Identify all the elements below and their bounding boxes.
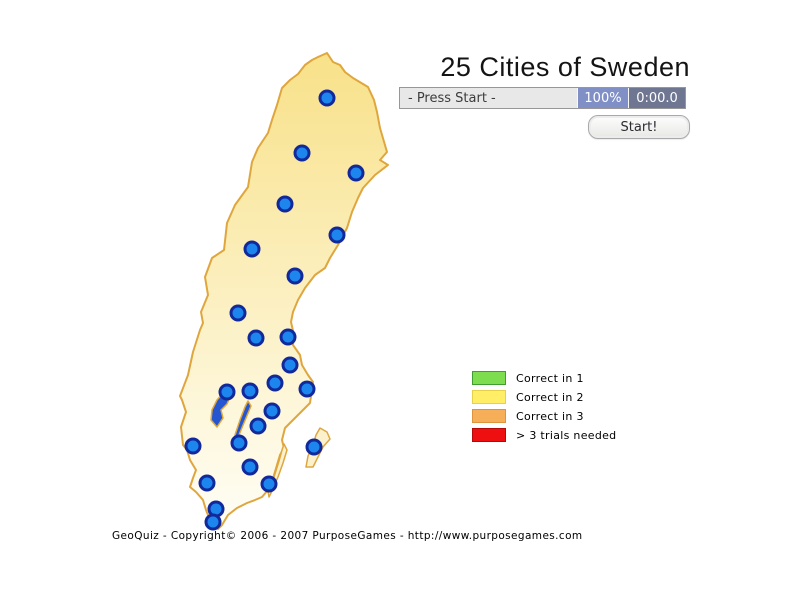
city-marker-8[interactable] — [229, 304, 247, 322]
legend-label: Correct in 1 — [516, 371, 584, 385]
legend-label: > 3 trials needed — [516, 428, 617, 442]
city-marker-9[interactable] — [247, 329, 265, 347]
legend-swatch — [472, 371, 506, 385]
timer: 0:00.0 — [628, 88, 685, 108]
city-marker-19[interactable] — [184, 437, 202, 455]
legend-label: Correct in 2 — [516, 390, 584, 404]
city-marker-1[interactable] — [318, 89, 336, 107]
lake-vanern — [210, 391, 231, 428]
legend: Correct in 1 Correct in 2 Correct in 3 > 3 … — [472, 371, 616, 447]
city-marker-7[interactable] — [286, 267, 304, 285]
city-marker-4[interactable] — [276, 195, 294, 213]
city-marker-14[interactable] — [218, 383, 236, 401]
legend-item: Correct in 3 — [472, 409, 616, 423]
city-marker-23[interactable] — [260, 475, 278, 493]
city-marker-15[interactable] — [241, 382, 259, 400]
city-marker-22[interactable] — [198, 474, 216, 492]
city-marker-17[interactable] — [249, 417, 267, 435]
progress-percent: 100% — [577, 88, 628, 108]
status-bar: - Press Start - 100% 0:00.0 — [399, 87, 686, 109]
page-title: 25 Cities of Sweden — [440, 52, 690, 82]
city-marker-2[interactable] — [293, 144, 311, 162]
footer-copyright: GeoQuiz - Copyright© 2006 - 2007 Purpose… — [112, 530, 583, 542]
legend-swatch — [472, 390, 506, 404]
legend-swatch — [472, 428, 506, 442]
sweden-mainland — [179, 52, 389, 530]
status-message: - Press Start - — [400, 88, 577, 108]
city-marker-12[interactable] — [266, 374, 284, 392]
city-marker-11[interactable] — [281, 356, 299, 374]
city-marker-10[interactable] — [279, 328, 297, 346]
city-markers — [184, 89, 365, 531]
city-marker-13[interactable] — [298, 380, 316, 398]
legend-swatch — [472, 409, 506, 423]
legend-item: Correct in 2 — [472, 390, 616, 404]
city-marker-25[interactable] — [204, 513, 222, 531]
city-marker-18[interactable] — [230, 434, 248, 452]
city-marker-5[interactable] — [328, 226, 346, 244]
start-button[interactable]: Start! — [588, 115, 690, 139]
legend-item: > 3 trials needed — [472, 428, 616, 442]
city-marker-6[interactable] — [243, 240, 261, 258]
city-marker-3[interactable] — [347, 164, 365, 182]
city-marker-21[interactable] — [241, 458, 259, 476]
city-marker-20[interactable] — [305, 438, 323, 456]
legend-label: Correct in 3 — [516, 409, 584, 423]
legend-item: Correct in 1 — [472, 371, 616, 385]
city-marker-16[interactable] — [263, 402, 281, 420]
